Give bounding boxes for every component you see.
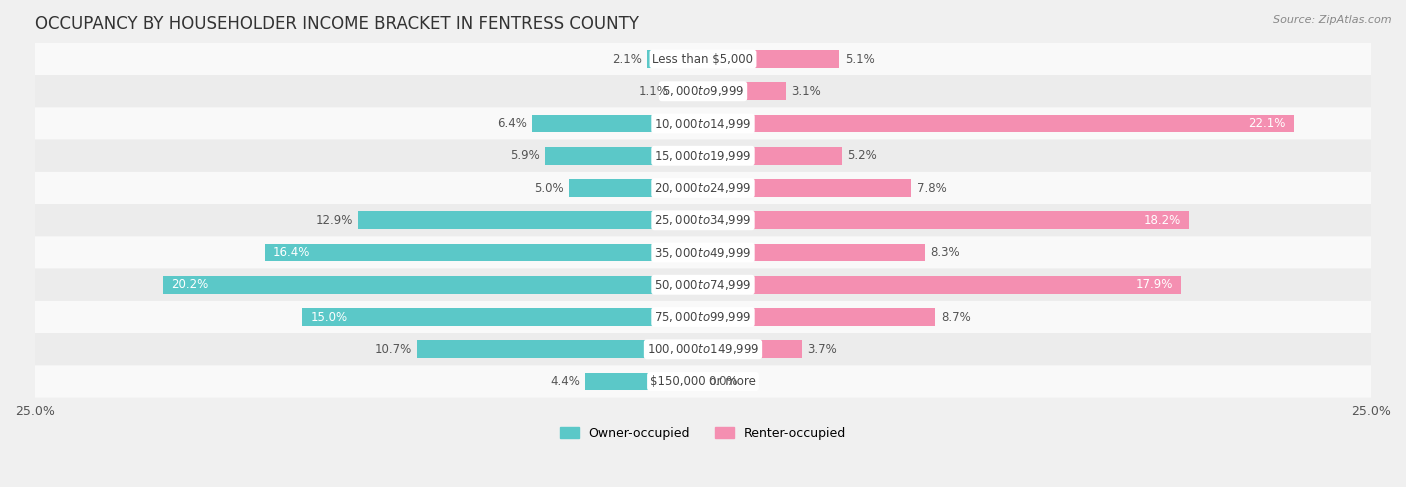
Text: 6.4%: 6.4% bbox=[496, 117, 527, 130]
FancyBboxPatch shape bbox=[35, 140, 1371, 172]
Bar bbox=[569, 179, 703, 197]
Text: 18.2%: 18.2% bbox=[1144, 214, 1181, 227]
Text: $5,000 to $9,999: $5,000 to $9,999 bbox=[662, 84, 744, 98]
Bar bbox=[703, 340, 801, 358]
FancyBboxPatch shape bbox=[35, 43, 1371, 75]
Text: $50,000 to $74,999: $50,000 to $74,999 bbox=[654, 278, 752, 292]
Bar bbox=[703, 179, 911, 197]
Text: 7.8%: 7.8% bbox=[917, 182, 946, 194]
Bar bbox=[673, 82, 703, 100]
Text: $15,000 to $19,999: $15,000 to $19,999 bbox=[654, 149, 752, 163]
Bar bbox=[703, 276, 1181, 294]
Bar bbox=[264, 244, 703, 262]
Text: 0.0%: 0.0% bbox=[709, 375, 738, 388]
Bar bbox=[585, 373, 703, 391]
FancyBboxPatch shape bbox=[35, 108, 1371, 140]
FancyBboxPatch shape bbox=[35, 75, 1371, 108]
Text: 12.9%: 12.9% bbox=[315, 214, 353, 227]
FancyBboxPatch shape bbox=[35, 172, 1371, 204]
Text: 4.4%: 4.4% bbox=[550, 375, 581, 388]
Text: 22.1%: 22.1% bbox=[1249, 117, 1285, 130]
Bar bbox=[546, 147, 703, 165]
Bar bbox=[418, 340, 703, 358]
Text: 3.7%: 3.7% bbox=[807, 343, 837, 356]
FancyBboxPatch shape bbox=[35, 301, 1371, 333]
Text: $100,000 to $149,999: $100,000 to $149,999 bbox=[647, 342, 759, 356]
Text: 17.9%: 17.9% bbox=[1136, 278, 1174, 291]
Text: 8.7%: 8.7% bbox=[941, 311, 970, 323]
Text: Source: ZipAtlas.com: Source: ZipAtlas.com bbox=[1274, 15, 1392, 25]
Bar bbox=[531, 114, 703, 132]
Text: 3.1%: 3.1% bbox=[792, 85, 821, 98]
FancyBboxPatch shape bbox=[35, 333, 1371, 365]
Bar bbox=[703, 211, 1189, 229]
Bar bbox=[703, 82, 786, 100]
Bar bbox=[647, 50, 703, 68]
FancyBboxPatch shape bbox=[35, 236, 1371, 269]
Text: $150,000 or more: $150,000 or more bbox=[650, 375, 756, 388]
Text: $25,000 to $34,999: $25,000 to $34,999 bbox=[654, 213, 752, 227]
Text: 5.1%: 5.1% bbox=[845, 53, 875, 66]
Text: $75,000 to $99,999: $75,000 to $99,999 bbox=[654, 310, 752, 324]
Bar bbox=[703, 50, 839, 68]
Text: $20,000 to $24,999: $20,000 to $24,999 bbox=[654, 181, 752, 195]
Text: 1.1%: 1.1% bbox=[638, 85, 668, 98]
Text: 5.0%: 5.0% bbox=[534, 182, 564, 194]
Text: 16.4%: 16.4% bbox=[273, 246, 311, 259]
FancyBboxPatch shape bbox=[35, 204, 1371, 236]
Bar bbox=[703, 114, 1294, 132]
Text: Less than $5,000: Less than $5,000 bbox=[652, 53, 754, 66]
FancyBboxPatch shape bbox=[35, 365, 1371, 398]
Bar bbox=[359, 211, 703, 229]
Text: 20.2%: 20.2% bbox=[172, 278, 208, 291]
Text: $10,000 to $14,999: $10,000 to $14,999 bbox=[654, 116, 752, 131]
FancyBboxPatch shape bbox=[35, 269, 1371, 301]
Text: 5.2%: 5.2% bbox=[848, 150, 877, 162]
Text: OCCUPANCY BY HOUSEHOLDER INCOME BRACKET IN FENTRESS COUNTY: OCCUPANCY BY HOUSEHOLDER INCOME BRACKET … bbox=[35, 15, 638, 33]
Text: 10.7%: 10.7% bbox=[374, 343, 412, 356]
Bar bbox=[703, 147, 842, 165]
Bar bbox=[703, 308, 935, 326]
Text: $35,000 to $49,999: $35,000 to $49,999 bbox=[654, 245, 752, 260]
Bar bbox=[302, 308, 703, 326]
Legend: Owner-occupied, Renter-occupied: Owner-occupied, Renter-occupied bbox=[555, 422, 851, 445]
Text: 8.3%: 8.3% bbox=[931, 246, 960, 259]
Text: 15.0%: 15.0% bbox=[311, 311, 347, 323]
Bar bbox=[163, 276, 703, 294]
Text: 2.1%: 2.1% bbox=[612, 53, 641, 66]
Text: 5.9%: 5.9% bbox=[510, 150, 540, 162]
Bar bbox=[703, 244, 925, 262]
